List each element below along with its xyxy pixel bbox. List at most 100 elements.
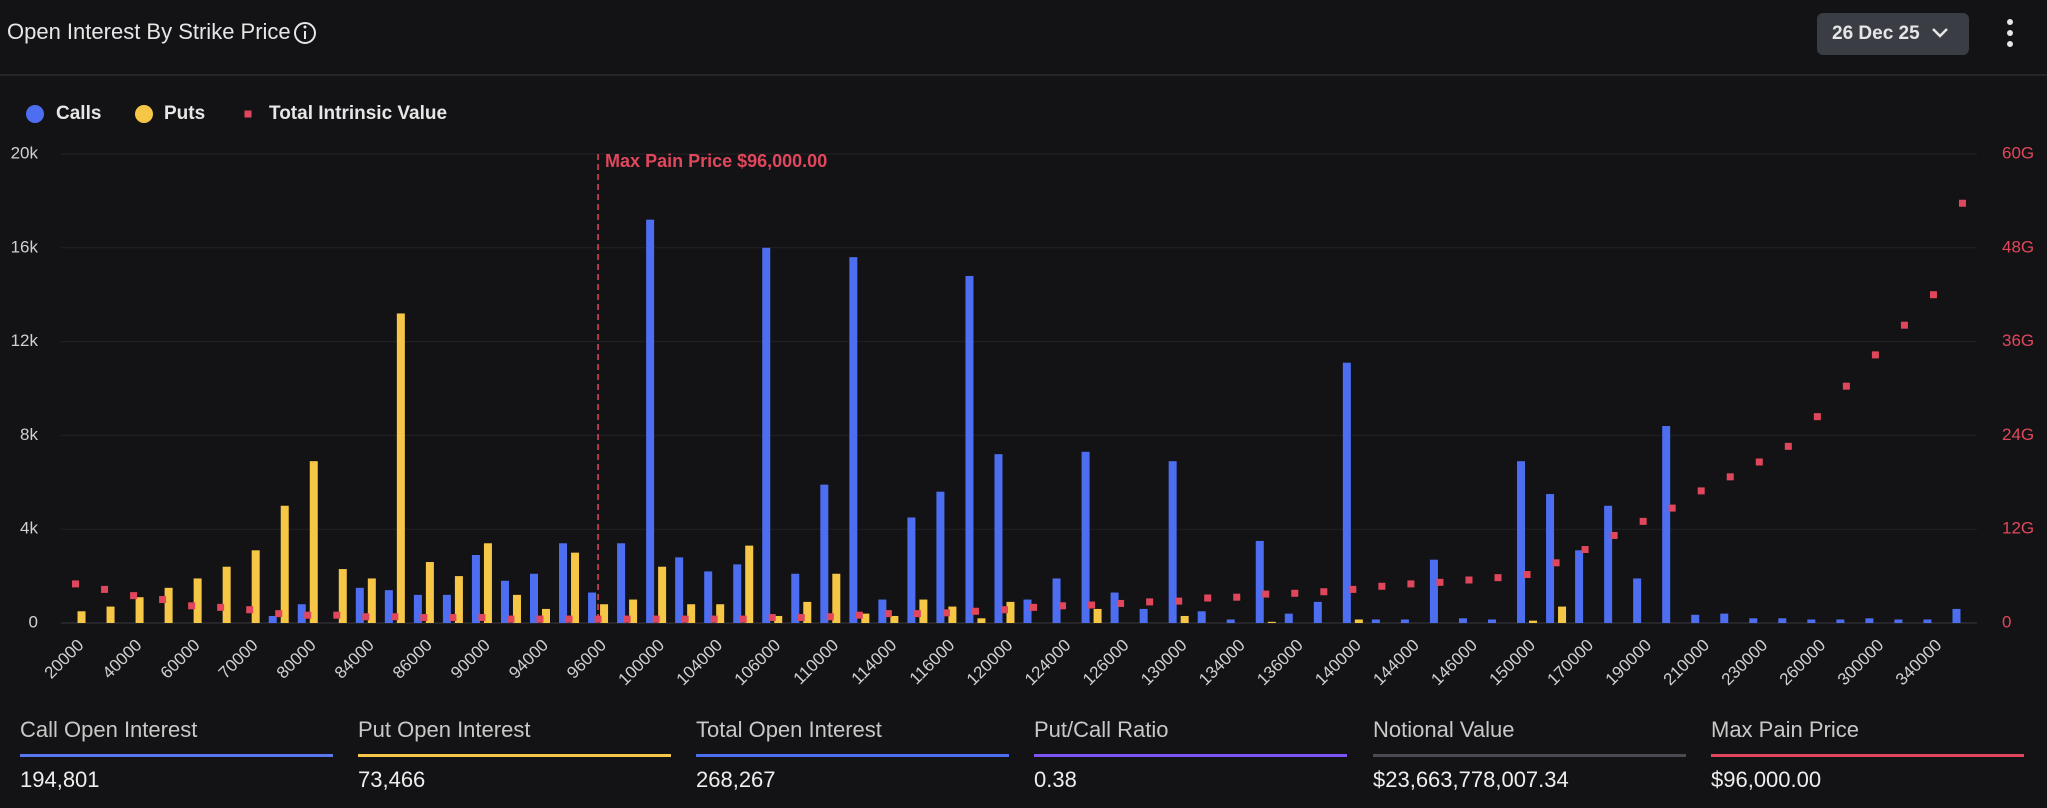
bar — [1284, 613, 1293, 623]
bar — [571, 552, 580, 623]
x-tick-label: 130000 — [1137, 636, 1191, 690]
x-tick-label: 150000 — [1485, 636, 1539, 690]
stat-underline — [1034, 754, 1347, 757]
menu-button[interactable] — [2007, 19, 2013, 47]
stat-underline — [358, 754, 671, 757]
bar — [675, 557, 684, 623]
y-tick-label: 0 — [29, 612, 38, 631]
bar — [1558, 606, 1567, 623]
intrinsic-point — [1610, 531, 1618, 539]
info-icon[interactable] — [294, 22, 316, 44]
bar — [193, 578, 202, 623]
bar — [936, 491, 945, 623]
bar — [1023, 599, 1032, 623]
x-tick-label: 210000 — [1660, 636, 1714, 690]
bar — [1865, 618, 1874, 623]
bar — [309, 461, 318, 623]
bar — [164, 587, 173, 623]
intrinsic-point — [1842, 382, 1850, 390]
stat-label: Call Open Interest — [20, 717, 197, 742]
bar — [832, 573, 841, 623]
legend-label[interactable]: Calls — [56, 103, 101, 124]
bar — [512, 594, 521, 623]
legend-label[interactable]: Total Intrinsic Value — [269, 103, 447, 124]
bar — [500, 580, 509, 623]
bar — [1546, 494, 1555, 623]
bar — [716, 604, 725, 623]
bar — [1488, 619, 1496, 623]
y2-tick-label: 0 — [2002, 612, 2011, 631]
bar — [1354, 619, 1363, 623]
intrinsic-point — [710, 615, 718, 623]
bar — [803, 601, 812, 623]
bar — [1923, 619, 1932, 623]
x-tick-label: 134000 — [1195, 636, 1249, 690]
intrinsic-point — [1233, 593, 1241, 601]
max-pain-label: Max Pain Price $96,000.00 — [605, 151, 827, 171]
bar — [658, 566, 667, 623]
bar — [600, 604, 609, 623]
x-tick-label: 86000 — [389, 636, 436, 683]
stat-value: $23,663,778,007.34 — [1373, 767, 1569, 792]
stat-value: 194,801 — [20, 767, 100, 792]
x-tick-label: 84000 — [331, 636, 378, 683]
bar — [890, 615, 899, 623]
x-tick-label: 340000 — [1892, 636, 1946, 690]
intrinsic-point — [536, 615, 544, 623]
x-tick-label: 104000 — [673, 636, 727, 690]
expiry-dropdown[interactable]: 26 Dec 25 — [1817, 13, 1969, 55]
intrinsic-point — [333, 611, 341, 619]
bar — [1662, 426, 1671, 623]
x-tick-label: 230000 — [1718, 636, 1772, 690]
stat-label: Notional Value — [1373, 717, 1514, 742]
x-tick-label: 170000 — [1544, 636, 1598, 690]
bar — [1836, 619, 1845, 623]
bar — [1691, 614, 1700, 623]
intrinsic-point — [768, 614, 776, 622]
intrinsic-point — [1320, 588, 1328, 596]
bar — [646, 219, 655, 623]
x-tick-label: 20000 — [41, 636, 88, 683]
intrinsic-point — [739, 615, 747, 623]
bar — [733, 564, 742, 623]
bar — [1633, 578, 1642, 623]
legend-label[interactable]: Puts — [164, 103, 205, 124]
intrinsic-point — [884, 610, 892, 618]
bar — [280, 505, 289, 623]
bar — [1371, 619, 1380, 623]
intrinsic-point — [1784, 442, 1792, 450]
bar — [617, 543, 626, 623]
intrinsic-point — [275, 610, 283, 618]
bar — [1720, 613, 1729, 623]
bar — [222, 566, 231, 623]
x-tick-label: 126000 — [1079, 636, 1133, 690]
intrinsic-point — [1349, 585, 1357, 593]
intrinsic-point — [1900, 321, 1908, 329]
intrinsic-point — [1581, 546, 1589, 554]
y2-tick-label: 24G — [2002, 425, 2034, 444]
intrinsic-point — [1262, 590, 1270, 598]
intrinsic-point — [971, 607, 979, 615]
intrinsic-point — [420, 614, 428, 622]
x-tick-label: 120000 — [963, 636, 1017, 690]
intrinsic-point — [797, 614, 805, 622]
x-tick-label: 144000 — [1369, 636, 1423, 690]
bar — [1604, 505, 1613, 623]
intrinsic-point — [72, 580, 80, 588]
bar — [1180, 615, 1189, 623]
intrinsic-point — [1726, 473, 1734, 481]
intrinsic-point — [1697, 487, 1705, 495]
bar — [994, 454, 1003, 623]
intrinsic-point — [1378, 582, 1386, 590]
stat-label: Max Pain Price — [1711, 717, 1859, 742]
intrinsic-point — [1813, 413, 1821, 421]
bar — [338, 569, 347, 623]
x-tick-label: 106000 — [731, 636, 785, 690]
chart-title: Open Interest By Strike Price — [7, 19, 291, 44]
bar — [1778, 618, 1787, 623]
legend-marker — [244, 110, 252, 118]
x-tick-label: 96000 — [563, 636, 610, 683]
intrinsic-point — [1146, 598, 1154, 606]
bar — [820, 484, 829, 623]
bar — [948, 606, 957, 623]
